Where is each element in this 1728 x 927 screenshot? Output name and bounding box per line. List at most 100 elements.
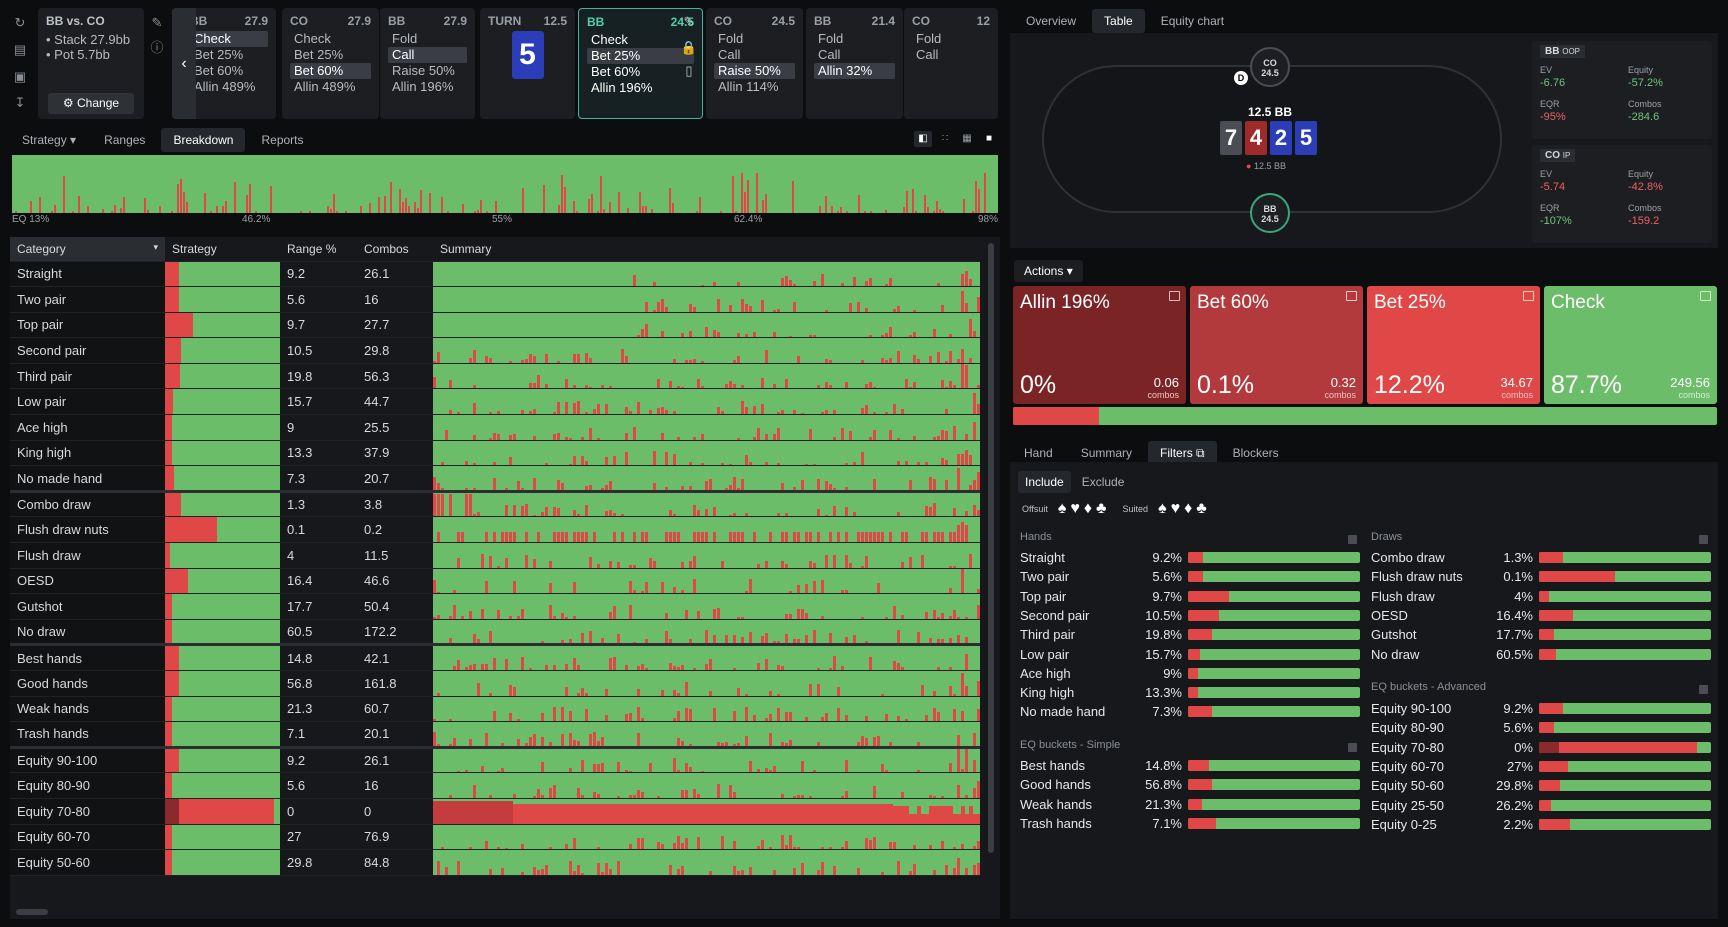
spot-action-option[interactable]: Bet 60% [591,64,641,79]
table-row[interactable]: Equity 90-100 9.2 26.1 [10,745,980,774]
filter-row[interactable]: No draw 60.5% [1371,645,1711,664]
eq-advanced-toggle[interactable] [1699,685,1708,694]
suited-hearts-icon[interactable]: ♥ [1170,500,1181,517]
table-row[interactable]: Best hands 14.8 42.1 [10,643,980,671]
table-row[interactable]: Straight 9.2 26.1 [10,261,980,288]
filter-row[interactable]: Equity 25-50 26.2% [1371,796,1711,815]
vertical-scrollbar[interactable] [988,243,994,853]
spot-action-option[interactable]: Bet 25% [294,47,344,62]
hands-toggle[interactable] [1348,535,1357,544]
spot-action-option[interactable]: Allin 196% [392,79,454,94]
filter-row[interactable]: Good hands 56.8% [1020,775,1360,794]
col-range[interactable]: Range % [280,237,357,262]
table-row[interactable]: King high 13.3 37.9 [10,440,980,467]
expand-icon[interactable] [1346,291,1357,301]
filter-row[interactable]: Combo draw 1.3% [1371,548,1711,567]
table-row[interactable]: Ace high 9 25.5 [10,414,980,441]
tab-summary[interactable]: Summary [1080,446,1133,460]
table-row[interactable]: No draw 60.5 172.2 [10,619,980,646]
filter-row[interactable]: Equity 90-100 9.2% [1371,699,1711,718]
spot-action-option[interactable]: Call [718,47,741,62]
spot-action-option[interactable]: Fold [818,31,844,46]
align-icon[interactable]: ↧ [14,95,26,110]
spot-column[interactable]: CO 24.5 Fold Call Raise 50% Allin 114% [706,8,803,119]
filter-row[interactable]: No made hand 7.3% [1020,702,1360,721]
table-row[interactable]: Equity 70-80 0 0 [10,798,980,825]
tab-overview[interactable]: Overview [1026,14,1077,28]
filter-row[interactable]: Trash hands 7.1% [1020,814,1360,833]
spot-action-option[interactable]: Check [591,32,628,47]
table-row[interactable]: Gutshot 17.7 50.4 [10,593,980,620]
spot-action-option[interactable]: Call [916,47,939,62]
col-category[interactable]: Category ▾ [10,237,165,262]
filter-row[interactable]: OESD 16.4% [1371,606,1711,625]
table-row[interactable]: Two pair 5.6 16 [10,286,980,313]
action-box[interactable]: Check 87.7% 249.56 combos [1544,286,1717,404]
tab-table[interactable]: Table [1092,9,1145,33]
filter-row[interactable]: Second pair 10.5% [1020,606,1360,625]
spot-action-option[interactable]: Fold [392,31,418,46]
diamond-icon[interactable]: ♦ [1083,500,1093,517]
tab-include[interactable]: Include [1018,471,1071,493]
filter-row[interactable]: Two pair 5.6% [1020,567,1360,586]
col-strategy[interactable]: Strategy [165,237,280,262]
pencil-icon[interactable]: ✎ [683,14,695,29]
filter-row[interactable]: Best hands 14.8% [1020,756,1360,775]
table-row[interactable]: Equity 50-60 29.8 84.8 [10,849,980,876]
table-row[interactable]: Weak hands 21.3 60.7 [10,696,980,723]
pencil-icon[interactable]: ✎ [151,15,163,30]
suited-clubs-icon[interactable]: ♣ [1196,500,1207,517]
spot-action-option[interactable]: Bet 60% [290,63,371,79]
spot-column[interactable]: BB 21.4 Fold Call Allin 32% [806,8,903,119]
table-row[interactable]: Trash hands 7.1 20.1 [10,721,980,748]
change-button[interactable]: ⚙ Change [48,93,134,114]
table-row[interactable]: Low pair 15.7 44.7 [10,388,980,416]
table-row[interactable]: Equity 80-90 5.6 16 [10,772,980,799]
seat-bb[interactable]: BB 24.5 [1250,193,1290,233]
action-box[interactable]: Bet 60% 0.1% 0.32 combos [1190,286,1363,404]
expand-icon[interactable] [1523,291,1534,301]
refresh-icon[interactable]: ↻ [14,15,26,30]
spot-action-option[interactable]: Bet 25% [194,47,244,62]
table-row[interactable]: Flush draw nuts 0.1 0.2 [10,516,980,544]
table-row[interactable]: Second pair 10.5 29.8 [10,337,980,364]
filter-row[interactable]: Flush draw nuts 0.1% [1371,567,1711,586]
spot-action-option[interactable]: Allin 196% [591,80,653,95]
back-arrow-icon[interactable]: ‹ [172,8,196,119]
spot-action-option[interactable]: Allin 489% [294,79,356,94]
filter-row[interactable]: Low pair 15.7% [1020,645,1360,664]
tab-reports[interactable]: Reports [261,133,304,147]
action-box[interactable]: Bet 25% 12.2% 34.67 combos [1367,286,1540,404]
expand-icon[interactable] [1700,291,1711,301]
spot-column[interactable]: BB 27.9 Fold Call Raise 50% Allin 196% [380,8,475,119]
filter-row[interactable]: Equity 60-70 27% [1371,757,1711,776]
square-view-icon[interactable]: ■ [985,133,993,144]
split-view-icon[interactable]: ◧ [914,131,932,147]
tab-filters[interactable]: Filters ⧉ [1148,441,1217,466]
info-icon[interactable]: ⓘ [150,40,164,55]
spot-action-option[interactable]: Allin 489% [194,79,256,94]
small-grid-icon[interactable]: ∷ [941,133,949,144]
spot-action-option[interactable]: Check [190,31,268,47]
spot-column[interactable]: CO 12 Fold Call [904,8,998,119]
table-row[interactable]: Combo draw 1.3 3.8 [10,489,980,518]
tab-equity-chart[interactable]: Equity chart [1160,14,1225,28]
spot-action-option[interactable]: Bet 60% [194,63,244,78]
filter-row[interactable]: Top pair 9.7% [1020,587,1360,606]
tab-blockers[interactable]: Blockers [1232,446,1279,460]
suited-spades-icon[interactable]: ♠ [1158,500,1167,517]
table-row[interactable]: Good hands 56.8 161.8 [10,670,980,697]
filter-row[interactable]: Third pair 19.8% [1020,625,1360,644]
lock-icon[interactable]: 🔒 [680,40,698,55]
filter-row[interactable]: Equity 80-90 5.6% [1371,718,1711,737]
table-row[interactable]: Equity 60-70 27 76.9 [10,824,980,851]
filter-row[interactable]: Straight 9.2% [1020,548,1360,567]
filter-row[interactable]: King high 13.3% [1020,683,1360,702]
spot-action-option[interactable]: Raise 50% [714,63,795,79]
col-combos[interactable]: Combos [357,237,433,262]
tab-breakdown[interactable]: Breakdown [161,128,246,152]
spot-action-option[interactable]: Call [818,47,841,62]
actions-dropdown[interactable]: Actions ▾ [1014,260,1083,282]
filter-row[interactable]: Weak hands 21.3% [1020,795,1360,814]
spot-column[interactable]: BB 27.9 Check Bet 25% Bet 60% Allin 489% [172,8,276,119]
